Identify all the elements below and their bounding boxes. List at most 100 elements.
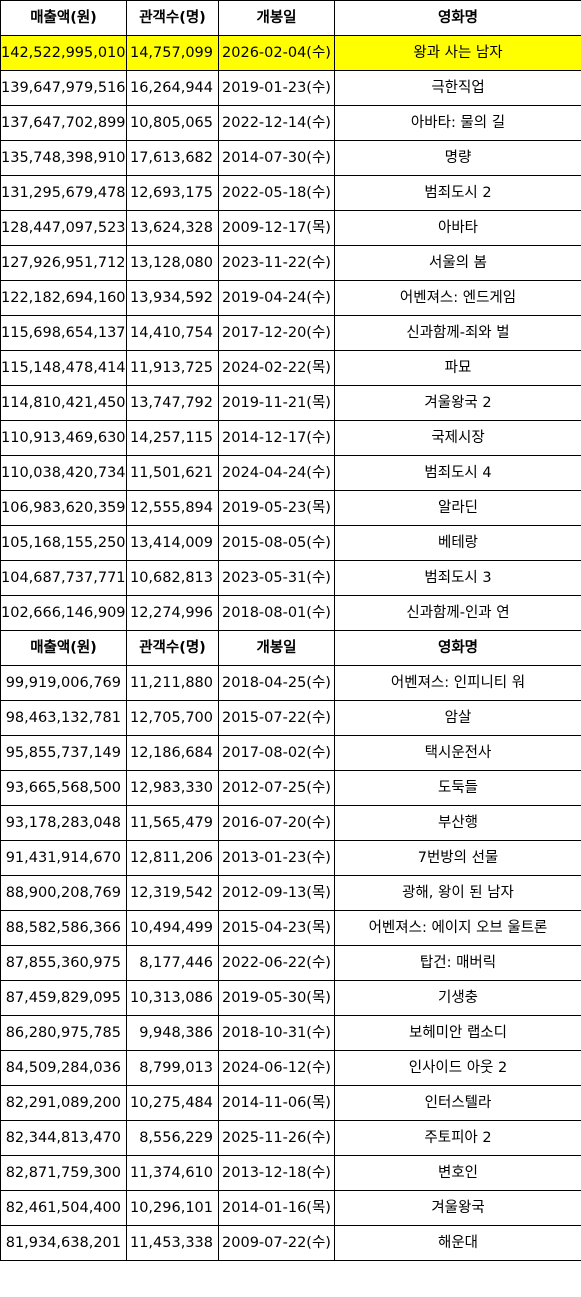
header-title: 영화명 [334, 630, 581, 666]
audience-cell: 12,319,542 [126, 875, 219, 911]
audience-cell: 11,913,725 [126, 350, 219, 386]
table-row: 81,934,638,201 11,453,338 2009-07-22(수) 해운대 [0, 1225, 581, 1261]
movie-title-cell: 기생충 [334, 980, 581, 1016]
audience-cell: 10,805,065 [126, 105, 219, 141]
audience-cell: 12,555,894 [126, 490, 219, 526]
table-row: 84,509,284,036 8,799,013 2024-06-12(수) 인사이드… [0, 1050, 581, 1086]
release-date-cell: 2018-04-25(수) [218, 665, 335, 701]
header-revenue: 매출액(원) [0, 630, 127, 666]
revenue-cell: 88,582,586,366 [0, 910, 127, 946]
revenue-cell: 127,926,951,712 [0, 245, 127, 281]
revenue-cell: 105,168,155,250 [0, 525, 127, 561]
release-date-cell: 2024-06-12(수) [218, 1050, 335, 1086]
table-row: 91,431,914,670 12,811,206 2013-01-23(수) 7번방… [0, 840, 581, 876]
table-row: 86,280,975,785 9,948,386 2018-10-31(수) 보헤미안… [0, 1015, 581, 1051]
revenue-cell: 114,810,421,450 [0, 385, 127, 421]
revenue-cell: 82,871,759,300 [0, 1155, 127, 1191]
table-row: 139,647,979,516 16,264,944 2019-01-23(수) 극한… [0, 70, 581, 106]
audience-cell: 8,177,446 [126, 945, 219, 981]
box-office-table: 매출액(원) 관객수(명) 개봉일 영화명 142,522,995,010 14,757,… [0, 0, 581, 1261]
release-date-cell: 2015-08-05(수) [218, 525, 335, 561]
movie-title-cell: 아바타: 물의 길 [334, 105, 581, 141]
audience-cell: 10,494,499 [126, 910, 219, 946]
movie-title-cell: 범죄도시 3 [334, 560, 581, 596]
audience-cell: 13,934,592 [126, 280, 219, 316]
table-row: 135,748,398,910 17,613,682 2014-07-30(수) 명량 [0, 140, 581, 176]
table-row-highlighted: 142,522,995,010 14,757,099 2026-02-04(수) 왕과… [0, 35, 581, 71]
release-date-cell: 2023-05-31(수) [218, 560, 335, 596]
table-row: 131,295,679,478 12,693,175 2022-05-18(수) 범죄… [0, 175, 581, 211]
table-row: 106,983,620,359 12,555,894 2019-05-23(목) 알라… [0, 490, 581, 526]
table-row: 127,926,951,712 13,128,080 2023-11-22(수) 서울… [0, 245, 581, 281]
movie-title-cell: 보헤미안 랩소디 [334, 1015, 581, 1051]
revenue-cell: 104,687,737,771 [0, 560, 127, 596]
movie-title-cell: 광해, 왕이 된 남자 [334, 875, 581, 911]
movie-title-cell: 파묘 [334, 350, 581, 386]
audience-cell: 13,747,792 [126, 385, 219, 421]
movie-title-cell: 겨울왕국 2 [334, 385, 581, 421]
table-row: 82,291,089,200 10,275,484 2014-11-06(목) 인터스… [0, 1085, 581, 1121]
audience-cell: 14,757,099 [126, 35, 219, 71]
audience-cell: 10,313,086 [126, 980, 219, 1016]
table-row: 115,698,654,137 14,410,754 2017-12-20(수) 신과… [0, 315, 581, 351]
table-row: 114,810,421,450 13,747,792 2019-11-21(목) 겨울… [0, 385, 581, 421]
movie-title-cell: 신과함께-인과 연 [334, 595, 581, 631]
revenue-cell: 82,344,813,470 [0, 1120, 127, 1156]
revenue-cell: 128,447,097,523 [0, 210, 127, 246]
release-date-cell: 2019-04-24(수) [218, 280, 335, 316]
audience-cell: 12,274,996 [126, 595, 219, 631]
table-row: 93,178,283,048 11,565,479 2016-07-20(수) 부산행 [0, 805, 581, 841]
movie-title-cell: 어벤져스: 인피니티 워 [334, 665, 581, 701]
header-revenue: 매출액(원) [0, 0, 127, 36]
movie-title-cell: 신과함께-죄와 벌 [334, 315, 581, 351]
audience-cell: 11,211,880 [126, 665, 219, 701]
audience-cell: 11,565,479 [126, 805, 219, 841]
header-release-date: 개봉일 [218, 0, 335, 36]
movie-title-cell: 암살 [334, 700, 581, 736]
audience-cell: 12,693,175 [126, 175, 219, 211]
movie-title-cell: 탑건: 매버릭 [334, 945, 581, 981]
release-date-cell: 2019-05-23(목) [218, 490, 335, 526]
header-row: 매출액(원) 관객수(명) 개봉일 영화명 [0, 0, 581, 36]
table-row: 95,855,737,149 12,186,684 2017-08-02(수) 택시운… [0, 735, 581, 771]
table-row: 82,871,759,300 11,374,610 2013-12-18(수) 변호인 [0, 1155, 581, 1191]
movie-title-cell: 인터스텔라 [334, 1085, 581, 1121]
release-date-cell: 2025-11-26(수) [218, 1120, 335, 1156]
table-row: 104,687,737,771 10,682,813 2023-05-31(수) 범죄… [0, 560, 581, 596]
revenue-cell: 88,900,208,769 [0, 875, 127, 911]
release-date-cell: 2024-04-24(수) [218, 455, 335, 491]
revenue-cell: 91,431,914,670 [0, 840, 127, 876]
audience-cell: 12,983,330 [126, 770, 219, 806]
movie-title-cell: 극한직업 [334, 70, 581, 106]
movie-title-cell: 도둑들 [334, 770, 581, 806]
release-date-cell: 2022-05-18(수) [218, 175, 335, 211]
table-row: 99,919,006,769 11,211,880 2018-04-25(수) 어벤져… [0, 665, 581, 701]
release-date-cell: 2022-06-22(수) [218, 945, 335, 981]
release-date-cell: 2017-12-20(수) [218, 315, 335, 351]
release-date-cell: 2014-12-17(수) [218, 420, 335, 456]
release-date-cell: 2014-11-06(목) [218, 1085, 335, 1121]
revenue-cell: 93,178,283,048 [0, 805, 127, 841]
table-row: 98,463,132,781 12,705,700 2015-07-22(수) 암살 [0, 700, 581, 736]
movie-title-cell: 어벤져스: 엔드게임 [334, 280, 581, 316]
audience-cell: 12,705,700 [126, 700, 219, 736]
table-row: 82,461,504,400 10,296,101 2014-01-16(목) 겨울왕… [0, 1190, 581, 1226]
movie-title-cell: 어벤져스: 에이지 오브 울트론 [334, 910, 581, 946]
revenue-cell: 131,295,679,478 [0, 175, 127, 211]
movie-title-cell: 알라딘 [334, 490, 581, 526]
table-row: 93,665,568,500 12,983,330 2012-07-25(수) 도둑들 [0, 770, 581, 806]
audience-cell: 13,624,328 [126, 210, 219, 246]
revenue-cell: 135,748,398,910 [0, 140, 127, 176]
release-date-cell: 2015-07-22(수) [218, 700, 335, 736]
revenue-cell: 98,463,132,781 [0, 700, 127, 736]
revenue-cell: 95,855,737,149 [0, 735, 127, 771]
revenue-cell: 99,919,006,769 [0, 665, 127, 701]
audience-cell: 14,410,754 [126, 315, 219, 351]
revenue-cell: 81,934,638,201 [0, 1225, 127, 1261]
movie-title-cell: 부산행 [334, 805, 581, 841]
table-row: 128,447,097,523 13,624,328 2009-12-17(목) 아바… [0, 210, 581, 246]
movie-title-cell: 베테랑 [334, 525, 581, 561]
audience-cell: 17,613,682 [126, 140, 219, 176]
audience-cell: 10,275,484 [126, 1085, 219, 1121]
movie-title-cell: 아바타 [334, 210, 581, 246]
